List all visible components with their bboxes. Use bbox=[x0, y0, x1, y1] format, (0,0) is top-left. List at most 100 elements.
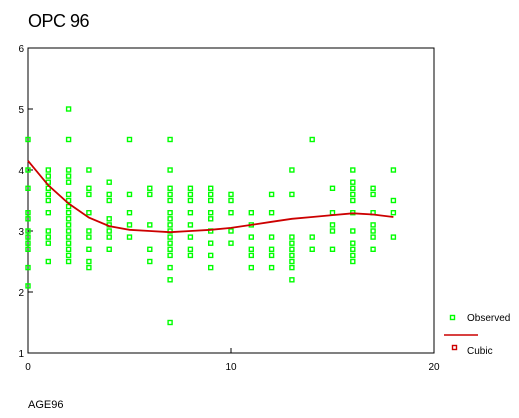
observed-point bbox=[350, 240, 356, 246]
observed-point bbox=[289, 167, 295, 173]
cubic-fit-line bbox=[27, 160, 394, 234]
observed-point bbox=[289, 240, 295, 246]
observed-point bbox=[248, 234, 255, 240]
observed-point bbox=[350, 258, 356, 265]
observed-point bbox=[289, 234, 295, 240]
observed-point bbox=[289, 246, 295, 253]
observed-point bbox=[350, 246, 356, 253]
observed-point bbox=[370, 185, 376, 192]
observed-point bbox=[25, 234, 31, 240]
observed-point bbox=[268, 264, 275, 271]
observed-point bbox=[25, 240, 31, 246]
observed-point bbox=[350, 228, 356, 234]
observed-point bbox=[187, 252, 194, 259]
observed-point bbox=[65, 136, 72, 143]
observed-point bbox=[187, 209, 194, 216]
observed-point bbox=[207, 197, 214, 204]
observed-point bbox=[25, 216, 31, 222]
legend-cubic-label: Cubic bbox=[467, 346, 493, 357]
observed-point bbox=[106, 246, 112, 253]
observed-point bbox=[309, 234, 315, 240]
observed-point bbox=[350, 197, 356, 204]
observed-point bbox=[65, 222, 72, 228]
observed-point bbox=[86, 258, 92, 265]
observed-point bbox=[86, 167, 92, 173]
x-tick-label: 0 bbox=[25, 362, 31, 373]
observed-point bbox=[65, 258, 72, 265]
observed-point bbox=[309, 246, 315, 253]
observed-point bbox=[45, 167, 51, 173]
observed-point bbox=[86, 246, 92, 253]
observed-point bbox=[65, 252, 72, 259]
observed-point bbox=[370, 228, 376, 234]
observed-point bbox=[65, 234, 72, 240]
observed-point bbox=[268, 234, 275, 240]
observed-point bbox=[45, 197, 51, 204]
observed-point bbox=[268, 252, 275, 259]
observed-point bbox=[289, 264, 295, 271]
observed-point bbox=[86, 209, 92, 216]
observed-point bbox=[207, 252, 214, 259]
observed-point bbox=[187, 246, 194, 253]
observed-point bbox=[390, 209, 397, 216]
observed-point bbox=[167, 252, 173, 259]
observed-point bbox=[65, 216, 72, 222]
observed-point bbox=[350, 252, 356, 259]
observed-point bbox=[45, 240, 51, 246]
observed-point bbox=[86, 191, 92, 198]
observed-point bbox=[268, 191, 275, 198]
observed-point bbox=[167, 234, 173, 240]
observed-point bbox=[350, 191, 356, 198]
observed-point bbox=[167, 197, 173, 204]
observed-point bbox=[268, 209, 275, 216]
x-tick-label: 10 bbox=[225, 362, 237, 373]
observed-point bbox=[86, 228, 92, 234]
x-tick-label: 20 bbox=[428, 362, 440, 373]
observed-point bbox=[147, 222, 153, 228]
y-axis: 1 2 3 4 5 6 bbox=[18, 44, 33, 360]
observed-point bbox=[370, 222, 376, 228]
observed-point bbox=[248, 252, 255, 259]
observed-point bbox=[126, 209, 133, 216]
observed-point bbox=[187, 234, 194, 240]
observed-point bbox=[147, 246, 153, 253]
observed-point bbox=[45, 209, 51, 216]
observed-point bbox=[45, 228, 51, 234]
y-tick-label: 1 bbox=[18, 349, 24, 360]
chart-title: OPC 96 bbox=[28, 11, 90, 31]
observed-point bbox=[248, 209, 255, 216]
observed-point bbox=[390, 234, 397, 240]
observed-point bbox=[167, 246, 173, 253]
observed-point bbox=[228, 197, 234, 204]
observed-point bbox=[25, 136, 31, 143]
legend-observed-marker bbox=[449, 314, 456, 321]
observed-point bbox=[329, 222, 336, 228]
observed-point bbox=[65, 167, 72, 173]
observed-point bbox=[329, 228, 336, 234]
observed-point bbox=[268, 246, 275, 253]
observed-point bbox=[390, 197, 397, 204]
observed-point bbox=[207, 264, 214, 271]
observed-point bbox=[309, 136, 315, 143]
observed-point bbox=[86, 185, 92, 192]
y-tick-label: 6 bbox=[18, 44, 24, 55]
observed-point bbox=[126, 234, 133, 240]
observed-point bbox=[350, 179, 356, 185]
observed-point bbox=[25, 283, 31, 289]
observed-point bbox=[147, 191, 153, 198]
observed-point bbox=[350, 185, 356, 192]
observed-point bbox=[187, 197, 194, 204]
observed-point bbox=[187, 191, 194, 198]
observed-point bbox=[329, 185, 336, 192]
plot-frame bbox=[27, 47, 435, 354]
y-tick-label: 5 bbox=[18, 105, 24, 116]
observed-point bbox=[207, 240, 214, 246]
observed-point bbox=[167, 216, 173, 222]
observed-point bbox=[289, 191, 295, 198]
y-tick-label: 3 bbox=[18, 227, 24, 238]
observed-point bbox=[228, 240, 234, 246]
y-tick-label: 4 bbox=[18, 166, 24, 177]
observed-point bbox=[25, 228, 31, 234]
observed-point bbox=[167, 167, 173, 173]
observed-point bbox=[228, 209, 234, 216]
